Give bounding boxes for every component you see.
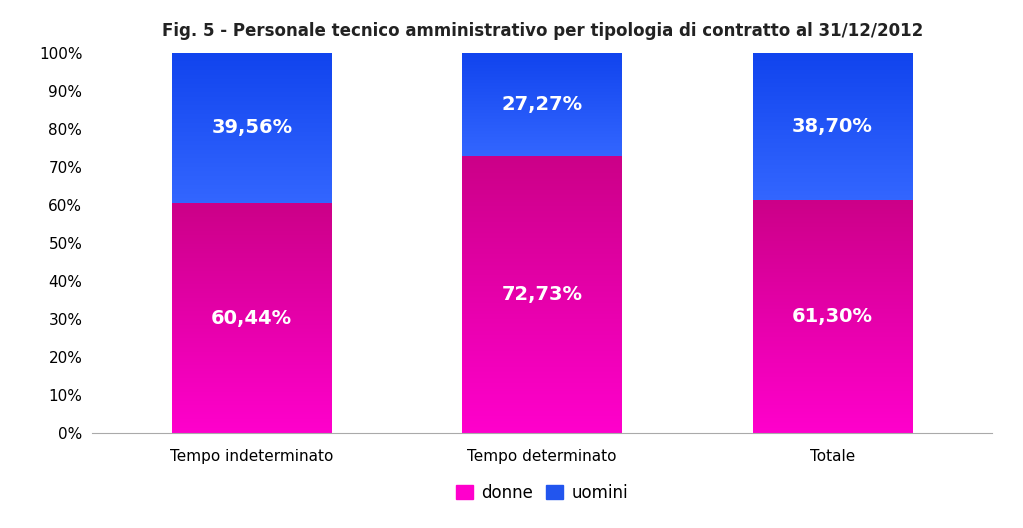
Text: 27,27%: 27,27%: [501, 95, 583, 114]
Text: 72,73%: 72,73%: [501, 285, 583, 304]
Title: Fig. 5 - Personale tecnico amministrativo per tipologia di contratto al 31/12/20: Fig. 5 - Personale tecnico amministrativ…: [162, 22, 923, 40]
Legend: donne, uomini: donne, uomini: [449, 477, 635, 508]
Text: 39,56%: 39,56%: [211, 118, 293, 137]
Text: 61,30%: 61,30%: [792, 307, 873, 326]
Text: 60,44%: 60,44%: [211, 308, 293, 327]
Text: 38,70%: 38,70%: [792, 117, 873, 136]
